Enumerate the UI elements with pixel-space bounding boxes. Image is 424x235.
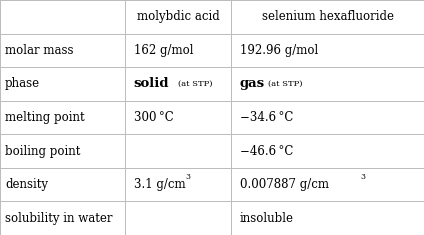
Text: (at STP): (at STP) xyxy=(178,80,212,88)
Text: molar mass: molar mass xyxy=(5,44,74,57)
Text: solubility in water: solubility in water xyxy=(5,212,113,225)
Text: selenium hexafluoride: selenium hexafluoride xyxy=(262,10,393,23)
Text: 3: 3 xyxy=(185,173,190,181)
Text: 0.007887 g/cm: 0.007887 g/cm xyxy=(240,178,329,191)
Text: 3: 3 xyxy=(360,173,365,181)
Text: 162 g/mol: 162 g/mol xyxy=(134,44,193,57)
Text: phase: phase xyxy=(5,77,40,90)
Text: gas: gas xyxy=(240,77,265,90)
Text: density: density xyxy=(5,178,48,191)
Text: (at STP): (at STP) xyxy=(268,80,303,88)
Text: 3.1 g/cm: 3.1 g/cm xyxy=(134,178,185,191)
Text: insoluble: insoluble xyxy=(240,212,293,225)
Text: −46.6 °C: −46.6 °C xyxy=(240,145,293,158)
Text: molybdic acid: molybdic acid xyxy=(137,10,220,23)
Text: −34.6 °C: −34.6 °C xyxy=(240,111,293,124)
Text: 192.96 g/mol: 192.96 g/mol xyxy=(240,44,318,57)
Text: 300 °C: 300 °C xyxy=(134,111,173,124)
Text: melting point: melting point xyxy=(5,111,85,124)
Text: solid: solid xyxy=(134,77,169,90)
Text: boiling point: boiling point xyxy=(5,145,81,158)
